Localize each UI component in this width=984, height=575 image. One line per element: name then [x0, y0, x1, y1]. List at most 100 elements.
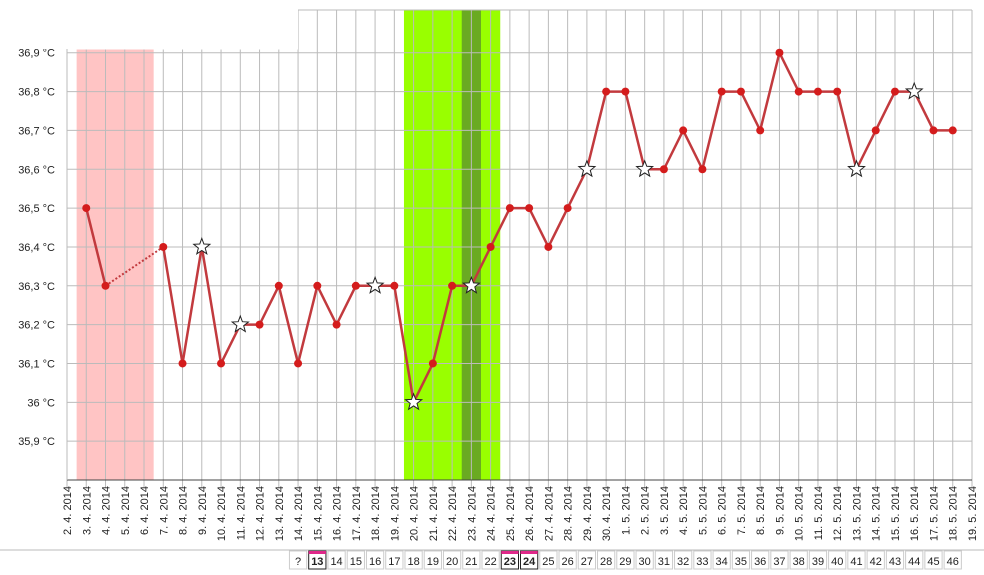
x-tick-label: 5. 5. 2014 — [697, 486, 709, 535]
cycle-day: 20 — [446, 556, 458, 568]
x-tick-label: 2. 4. 2014 — [62, 486, 74, 535]
cycle-day-box — [693, 550, 712, 570]
x-tick-label: 8. 5. 2014 — [755, 486, 767, 535]
x-tick-label: 5. 4. 2014 — [120, 486, 132, 535]
cycle-day: 19 — [427, 556, 439, 568]
cycle-day: 41 — [850, 556, 862, 568]
point-marker — [217, 359, 226, 368]
point-marker — [794, 87, 803, 96]
x-tick-label: 13. 5. 2014 — [851, 486, 863, 541]
x-tick-label: 9. 4. 2014 — [197, 486, 209, 535]
y-tick-label: 36,9 °C — [18, 48, 55, 60]
x-tick-label: 21. 4. 2014 — [428, 486, 440, 541]
point-marker — [274, 281, 283, 290]
cycle-day-box — [635, 550, 654, 570]
cycle-day-box — [828, 550, 847, 570]
cycle-day: 42 — [870, 556, 882, 568]
x-tick-label: 6. 5. 2014 — [717, 486, 729, 535]
cycle-day-box — [847, 550, 866, 570]
cycle-day: 15 — [350, 556, 362, 568]
cycle-day-box — [597, 550, 616, 570]
x-tick-label: 2. 5. 2014 — [640, 486, 652, 535]
cycle-day: 16 — [369, 556, 381, 568]
point-marker — [525, 204, 534, 213]
point-marker — [602, 87, 611, 96]
y-tick-label: 35,9 °C — [18, 436, 55, 448]
cycle-day-box — [808, 550, 828, 570]
cycle-day: 27 — [581, 556, 593, 568]
star-marker — [365, 275, 385, 294]
x-tick-label: 14. 5. 2014 — [871, 486, 883, 541]
point-marker — [659, 165, 668, 174]
cycle-day: 45 — [927, 556, 939, 568]
cycle-day-box — [385, 550, 404, 570]
point-marker — [871, 126, 880, 135]
point-marker — [255, 320, 264, 329]
cycle-day-box — [885, 550, 905, 570]
band — [76, 10, 154, 480]
cycle-day: 21 — [465, 556, 477, 568]
cycle-day-box — [327, 550, 346, 570]
cycle-day: 35 — [735, 556, 747, 568]
point-marker — [890, 87, 899, 96]
x-tick-label: 23. 4. 2014 — [466, 486, 478, 541]
cycle-day-box — [462, 550, 481, 570]
blank-corner — [0, 0, 298, 49]
x-tick-label: 8. 4. 2014 — [178, 486, 190, 535]
point-marker — [948, 126, 957, 135]
temperature-line — [85, 207, 107, 287]
cycle-day-box — [751, 550, 770, 570]
x-tick-label: 3. 5. 2014 — [659, 486, 671, 535]
x-tick-label: 16. 4. 2014 — [332, 486, 344, 541]
point-marker — [294, 359, 303, 368]
star-marker — [230, 314, 250, 333]
point-marker — [505, 204, 514, 213]
cycle-day: 24 — [523, 556, 536, 568]
x-tick-label: 15. 5. 2014 — [890, 486, 902, 541]
cycle-day-box — [365, 550, 385, 570]
point-marker — [563, 204, 572, 213]
point-marker — [756, 126, 765, 135]
x-tick-label: 7. 4. 2014 — [158, 486, 170, 535]
cycle-day-box — [404, 550, 423, 570]
cycle-day-box — [905, 550, 924, 570]
x-tick-label: 26. 4. 2014 — [524, 486, 536, 541]
star-marker — [577, 159, 597, 178]
cycle-day: 31 — [658, 556, 670, 568]
x-tick-label: 15. 4. 2014 — [312, 486, 324, 541]
point-marker — [159, 242, 168, 251]
x-tick-label: 17. 4. 2014 — [351, 486, 363, 541]
y-tick-label: 36 °C — [27, 397, 55, 409]
cycle-day-highlight — [308, 551, 326, 554]
x-tick-label: 1. 5. 2014 — [620, 486, 632, 535]
cycle-day: 14 — [330, 556, 342, 568]
cycle-day: 18 — [407, 556, 419, 568]
cycle-day: 30 — [639, 556, 651, 568]
point-marker — [178, 359, 187, 368]
x-tick-label: 20. 4. 2014 — [409, 486, 421, 541]
cycle-day: 40 — [831, 556, 843, 568]
star-marker — [461, 275, 481, 294]
x-tick-label: 12. 4. 2014 — [255, 486, 267, 541]
cycle-day: 33 — [696, 556, 708, 568]
cycle-day-box — [616, 550, 635, 570]
point-marker — [486, 242, 495, 251]
cycle-day: 37 — [773, 556, 785, 568]
x-tick-label: 25. 4. 2014 — [505, 486, 517, 541]
cycle-day: 43 — [889, 556, 901, 568]
cycle-day: 23 — [504, 556, 516, 568]
cycle-day-box — [943, 550, 962, 570]
point-marker — [351, 281, 360, 290]
x-tick-label: 28. 4. 2014 — [563, 486, 575, 541]
x-tick-label: 10. 4. 2014 — [216, 486, 228, 541]
y-tick-label: 36,4 °C — [18, 242, 55, 254]
cycle-day: 44 — [908, 556, 920, 568]
point-marker — [332, 320, 341, 329]
cycle-day-box — [731, 550, 751, 570]
point-marker — [390, 281, 399, 290]
cycle-day-highlight — [501, 551, 519, 554]
cycle-day: 36 — [754, 556, 766, 568]
point-marker — [775, 48, 784, 57]
point-marker — [717, 87, 726, 96]
